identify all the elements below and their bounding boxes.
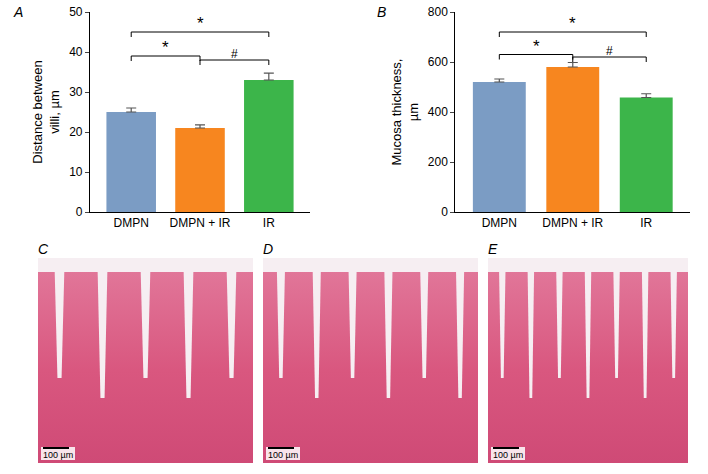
svg-text:20: 20 bbox=[69, 125, 83, 139]
html-text:C: C bbox=[38, 241, 49, 257]
svg-text:Mucosa thickness,µm: Mucosa thickness,µm bbox=[389, 59, 421, 166]
svg-text:*: * bbox=[197, 14, 204, 33]
svg-text:30: 30 bbox=[69, 85, 83, 99]
svg-text:400: 400 bbox=[428, 105, 448, 119]
svg-text:DMPN: DMPN bbox=[114, 216, 149, 230]
svg-text:B: B bbox=[377, 4, 386, 20]
svg-text:0: 0 bbox=[441, 205, 448, 219]
svg-text:*: * bbox=[162, 38, 169, 57]
svg-text:#: # bbox=[606, 44, 613, 58]
svg-text:#: # bbox=[231, 47, 238, 61]
svg-text:0: 0 bbox=[76, 205, 83, 219]
svg-text:10: 10 bbox=[69, 165, 83, 179]
html-text:100 µm: 100 µm bbox=[43, 450, 74, 460]
svg-text:IR: IR bbox=[263, 216, 275, 230]
svg-text:IR: IR bbox=[640, 216, 652, 230]
svg-text:A: A bbox=[13, 4, 23, 20]
svg-text:DMPN: DMPN bbox=[482, 216, 517, 230]
svg-text:Distance betweenvilli, µm: Distance betweenvilli, µm bbox=[30, 60, 62, 163]
html-text:E: E bbox=[488, 241, 498, 257]
svg-text:800: 800 bbox=[428, 5, 448, 19]
svg-text:*: * bbox=[569, 14, 576, 33]
svg-text:*: * bbox=[533, 37, 540, 56]
svg-text:50: 50 bbox=[69, 5, 83, 19]
svg-text:40: 40 bbox=[69, 45, 83, 59]
svg-text:DMPN + IR: DMPN + IR bbox=[542, 216, 603, 230]
html-text:100 µm: 100 µm bbox=[268, 450, 299, 460]
html-text:100 µm: 100 µm bbox=[493, 450, 524, 460]
svg-text:DMPN + IR: DMPN + IR bbox=[169, 216, 230, 230]
html-text:D: D bbox=[263, 241, 274, 257]
svg-text:200: 200 bbox=[428, 155, 448, 169]
svg-text:600: 600 bbox=[428, 55, 448, 69]
